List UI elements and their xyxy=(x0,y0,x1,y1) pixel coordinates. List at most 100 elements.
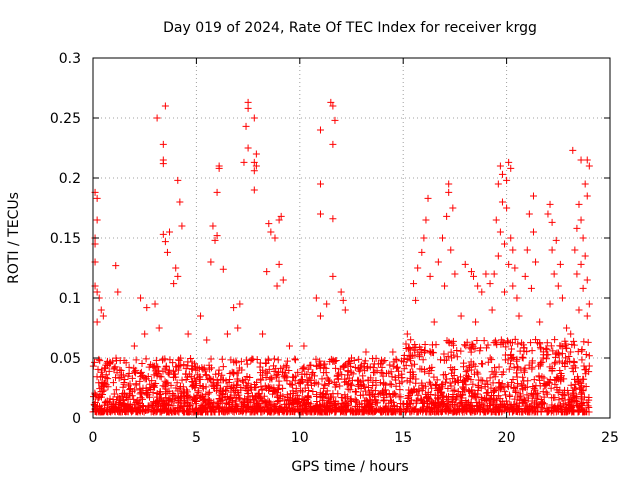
data-point xyxy=(233,375,241,383)
data-point xyxy=(233,369,241,377)
data-point xyxy=(379,370,387,378)
data-point xyxy=(377,368,385,376)
data-point xyxy=(316,126,324,134)
data-point xyxy=(171,370,179,378)
data-point xyxy=(480,337,488,345)
data-point xyxy=(470,272,478,280)
data-point xyxy=(259,366,267,374)
data-point xyxy=(514,340,522,348)
data-point xyxy=(513,373,521,381)
data-point xyxy=(250,167,258,175)
data-point xyxy=(175,408,183,416)
data-point xyxy=(259,330,267,338)
data-point xyxy=(447,369,455,377)
data-point xyxy=(236,300,244,308)
data-point xyxy=(360,405,368,413)
data-point xyxy=(570,408,578,416)
data-point xyxy=(265,220,273,228)
data-point xyxy=(152,399,160,407)
data-point xyxy=(416,407,424,415)
data-point xyxy=(268,402,276,410)
data-point xyxy=(332,356,340,364)
data-point xyxy=(417,395,425,403)
data-point xyxy=(110,404,118,412)
data-point xyxy=(546,363,554,371)
data-point xyxy=(381,357,389,365)
data-point xyxy=(294,368,302,376)
data-point xyxy=(579,399,587,407)
y-tick-label: 0.15 xyxy=(50,231,81,247)
data-point xyxy=(418,248,426,256)
y-tick-label: 0 xyxy=(72,411,81,427)
data-point xyxy=(298,377,306,385)
data-point xyxy=(496,403,504,411)
data-point xyxy=(188,377,196,385)
data-point xyxy=(244,398,252,406)
data-point xyxy=(263,403,271,411)
data-point xyxy=(501,288,509,296)
data-point xyxy=(389,408,397,416)
data-point xyxy=(230,406,238,414)
data-point xyxy=(570,337,578,345)
data-point xyxy=(451,270,459,278)
data-point xyxy=(571,246,579,254)
data-point xyxy=(400,365,408,373)
data-point xyxy=(162,404,170,412)
data-point xyxy=(582,350,590,358)
data-point xyxy=(160,399,168,407)
data-point xyxy=(421,341,429,349)
data-point xyxy=(228,405,236,413)
data-point xyxy=(341,391,349,399)
data-point xyxy=(406,368,414,376)
data-point xyxy=(275,216,283,224)
x-tick-label: 25 xyxy=(601,430,619,446)
data-point xyxy=(440,350,448,358)
data-point xyxy=(218,371,226,379)
data-point xyxy=(142,375,150,383)
data-point xyxy=(177,361,185,369)
data-point xyxy=(167,408,175,416)
data-point xyxy=(563,324,571,332)
data-point xyxy=(405,386,413,394)
data-point xyxy=(552,236,560,244)
data-point xyxy=(584,402,592,410)
data-point xyxy=(254,402,262,410)
data-point xyxy=(136,377,144,385)
data-point xyxy=(240,402,248,410)
data-point xyxy=(299,388,307,396)
data-point xyxy=(393,363,401,371)
data-point xyxy=(222,386,230,394)
data-point xyxy=(347,397,355,405)
data-point xyxy=(580,393,588,401)
data-point xyxy=(174,176,182,184)
data-point xyxy=(344,385,352,393)
data-point xyxy=(204,395,212,403)
data-point xyxy=(525,210,533,218)
data-point xyxy=(500,383,508,391)
data-point xyxy=(272,365,280,373)
data-point xyxy=(276,397,284,405)
data-point xyxy=(473,336,481,344)
data-point xyxy=(382,386,390,394)
data-point xyxy=(427,380,435,388)
data-point xyxy=(459,405,467,413)
data-point xyxy=(426,364,434,372)
data-point xyxy=(152,356,160,364)
data-point xyxy=(438,406,446,414)
data-point xyxy=(537,403,545,411)
data-point xyxy=(130,342,138,350)
data-point xyxy=(425,407,433,415)
data-point xyxy=(412,405,420,413)
data-point xyxy=(468,340,476,348)
data-point xyxy=(415,387,423,395)
data-point xyxy=(329,393,337,401)
data-point xyxy=(138,371,146,379)
data-point xyxy=(419,356,427,364)
data-point xyxy=(228,368,236,376)
data-point xyxy=(490,387,498,395)
data-point xyxy=(266,383,274,391)
data-point xyxy=(122,393,130,401)
data-point xyxy=(291,377,299,385)
data-point xyxy=(187,355,195,363)
data-point xyxy=(549,347,557,355)
